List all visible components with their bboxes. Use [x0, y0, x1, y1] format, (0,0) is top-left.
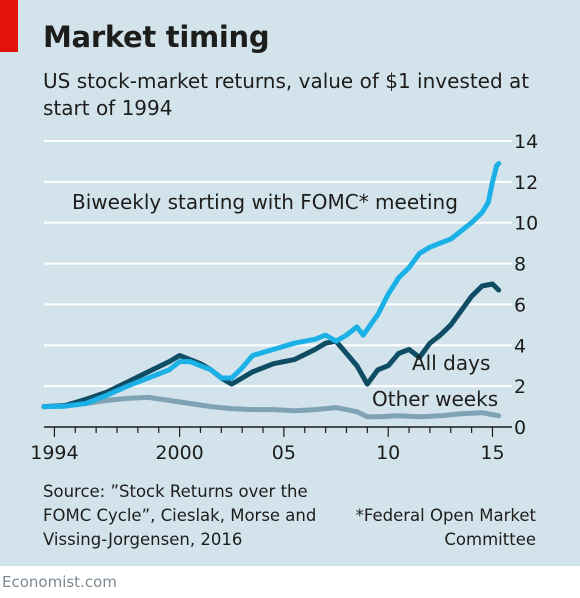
y-tick-label-4: 4 — [514, 335, 526, 357]
source-note: Source: ”Stock Returns over the FOMC Cyc… — [43, 482, 317, 549]
y-tick-label-2: 2 — [514, 376, 526, 398]
x-tick-label-05: 05 — [272, 442, 296, 464]
series-lines — [41, 161, 502, 420]
y-tick-label-8: 8 — [514, 254, 526, 276]
y-tick-label-12: 12 — [514, 172, 538, 194]
series-line-other-weeks — [41, 394, 502, 420]
series-line-all-days — [41, 281, 502, 410]
brand-red-tag — [0, 0, 18, 52]
x-axis: 1994 2000 05 10 15 — [30, 426, 512, 464]
annotation-other-weeks: Other weeks — [372, 387, 498, 411]
x-tick-label-15: 15 — [480, 442, 504, 464]
chart-title: Market timing — [43, 20, 270, 54]
line-chart: 0 2 4 6 8 10 12 14 1994 2000 05 10 15 Biweekly star… — [30, 131, 538, 464]
annotation-biweekly: Biweekly starting with FOMC* meeting — [72, 190, 458, 214]
brand-name: Economist.com — [2, 573, 117, 591]
chart-panel — [0, 0, 580, 566]
y-tick-label-6: 6 — [514, 294, 526, 316]
x-tick-label-1994: 1994 — [30, 442, 78, 464]
y-tick-label-0: 0 — [514, 417, 526, 439]
y-tick-label-14: 14 — [514, 131, 538, 153]
y-tick-label-10: 10 — [514, 213, 538, 235]
footnote: *Federal Open Market Committee — [355, 506, 536, 549]
y-axis: 0 2 4 6 8 10 12 14 — [514, 131, 538, 439]
series-annotations: Biweekly starting with FOMC* meeting All… — [72, 190, 498, 411]
x-tick-label-2000: 2000 — [155, 442, 203, 464]
series-line-biweekly-starting-with-fomc-meeting — [41, 161, 502, 410]
x-tick-label-10: 10 — [376, 442, 400, 464]
annotation-all-days: All days — [412, 351, 490, 375]
chart-subtitle: US stock-market returns, value of $1 inv… — [43, 69, 530, 120]
